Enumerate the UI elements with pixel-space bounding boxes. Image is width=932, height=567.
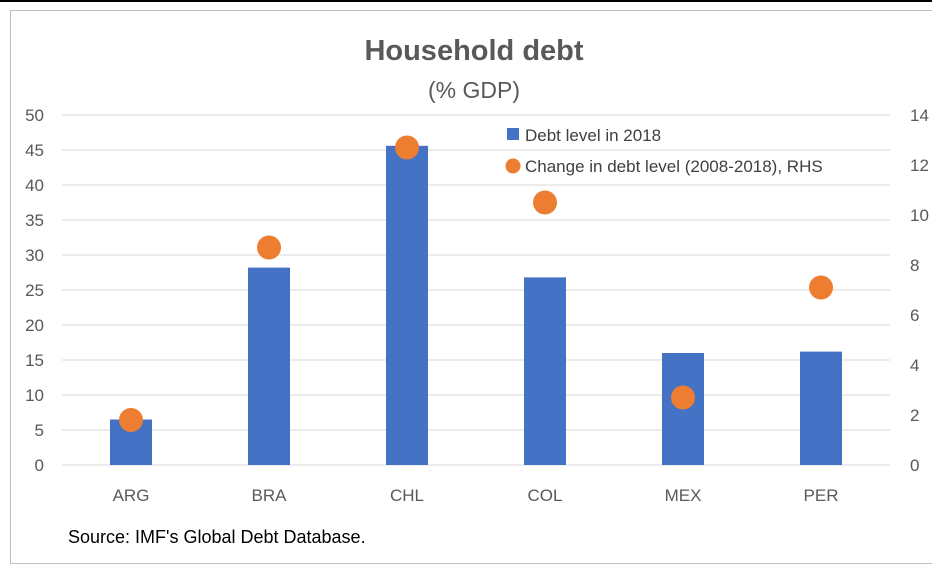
bar-per: [800, 351, 842, 465]
category-label: MEX: [665, 486, 702, 505]
left-tick-label: 45: [25, 141, 44, 160]
dot-chl: [395, 135, 419, 160]
chart-subtitle: (% GDP): [428, 77, 520, 103]
chart-title: Household debt: [364, 35, 583, 67]
left-tick-label: 50: [25, 106, 44, 125]
dot-col: [533, 190, 557, 215]
right-tick-label: 4: [910, 356, 919, 375]
bar-col: [524, 277, 566, 465]
right-axis: 0 2 4 6 8 10 12 14: [910, 106, 929, 475]
left-axis: 0 5 10 15 20 25 30 35 40 45 50: [25, 106, 44, 475]
gridlines: [62, 114, 890, 466]
category-label: BRA: [252, 486, 288, 505]
category-label: CHL: [390, 486, 424, 505]
dot-bra: [257, 235, 281, 260]
legend-bar-swatch: [507, 128, 519, 140]
chart-frame: [10, 10, 932, 564]
left-tick-label: 35: [25, 211, 44, 230]
dot-per: [809, 275, 833, 300]
category-label: COL: [528, 486, 563, 505]
legend: Debt level in 2018 Change in debt level …: [505, 126, 823, 176]
right-tick-label: 8: [910, 256, 919, 275]
left-tick-label: 15: [25, 351, 44, 370]
category-label: PER: [804, 486, 839, 505]
source-note: Source: IMF's Global Debt Database.: [68, 527, 366, 547]
dot-series: [119, 135, 833, 432]
right-tick-label: 14: [910, 106, 929, 125]
dot-arg: [119, 408, 143, 432]
right-tick-label: 0: [910, 456, 919, 475]
category-axis: ARG BRA CHL COL MEX PER: [113, 486, 839, 505]
bar-series: [110, 145, 842, 466]
category-label: ARG: [113, 486, 150, 505]
left-tick-label: 25: [25, 281, 44, 300]
left-tick-label: 10: [25, 386, 44, 405]
right-tick-label: 6: [910, 306, 919, 325]
bar-chl: [386, 145, 428, 466]
right-tick-label: 12: [910, 156, 929, 175]
right-tick-label: 2: [910, 406, 919, 425]
left-tick-label: 20: [25, 316, 44, 335]
bar-bra: [248, 267, 290, 465]
top-rule: [0, 0, 932, 2]
left-tick-label: 5: [35, 421, 44, 440]
left-tick-label: 40: [25, 176, 44, 195]
legend-dot-swatch: [505, 158, 521, 174]
legend-dot-label: Change in debt level (2008-2018), RHS: [525, 157, 823, 176]
left-tick-label: 0: [35, 456, 44, 475]
legend-bar-label: Debt level in 2018: [525, 126, 661, 145]
left-tick-label: 30: [25, 246, 44, 265]
right-tick-label: 10: [910, 206, 929, 225]
dot-mex: [671, 385, 695, 410]
